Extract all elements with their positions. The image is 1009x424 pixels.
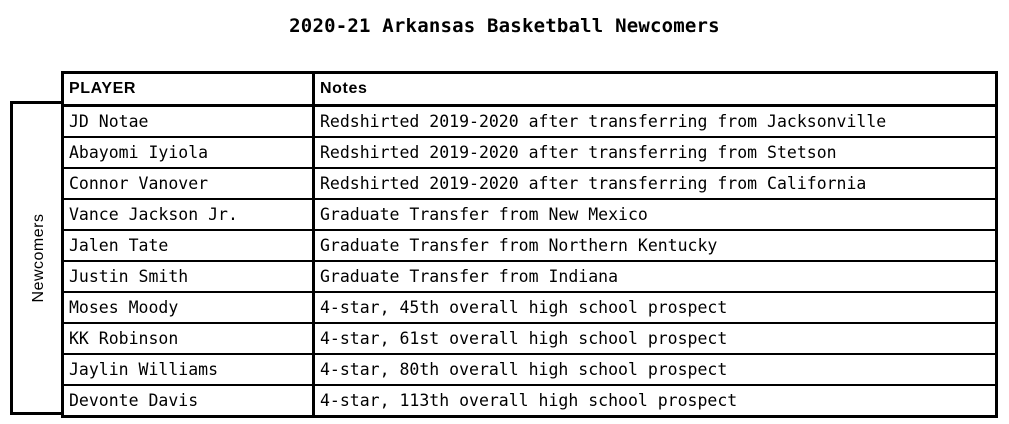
player-cell: Justin Smith — [64, 262, 315, 291]
notes-cell: Graduate Transfer from New Mexico — [320, 205, 648, 224]
notes-cell: 4-star, 61st overall high school prospec… — [320, 329, 728, 348]
notes-cell: 4-star, 45th overall high school prospec… — [320, 298, 728, 317]
player-cell: Vance Jackson Jr. — [64, 200, 315, 229]
notes-cell: Redshirted 2019-2020 after transferring … — [320, 143, 837, 162]
player-cell: Devonte Davis — [64, 386, 315, 415]
notes-cell: Redshirted 2019-2020 after transferring … — [320, 112, 887, 131]
player-cell: Jaylin Williams — [64, 355, 315, 384]
table-row: Devonte Davis 4-star, 113th overall high… — [64, 384, 995, 415]
table-row: Abayomi Iyiola Redshirted 2019-2020 afte… — [64, 136, 995, 167]
notes-cell: Graduate Transfer from Indiana — [320, 267, 619, 286]
notes-cell: 4-star, 113th overall high school prospe… — [320, 391, 738, 410]
column-header-player: PLAYER — [64, 74, 315, 104]
notes-cell: Redshirted 2019-2020 after transferring … — [320, 174, 867, 193]
row-group-label: Newcomers — [29, 213, 47, 303]
table-row: Vance Jackson Jr. Graduate Transfer from… — [64, 198, 995, 229]
player-cell: Jalen Tate — [64, 231, 315, 260]
row-group-newcomers: Newcomers — [10, 101, 64, 415]
table-row: Jaylin Williams 4-star, 80th overall hig… — [64, 353, 995, 384]
player-cell: JD Notae — [64, 107, 315, 136]
table-row: Moses Moody 4-star, 45th overall high sc… — [64, 291, 995, 322]
player-cell: Moses Moody — [64, 293, 315, 322]
table-row: Justin Smith Graduate Transfer from Indi… — [64, 260, 995, 291]
table-row: JD Notae Redshirted 2019-2020 after tran… — [64, 105, 995, 136]
page-title: 2020-21 Arkansas Basketball Newcomers — [289, 15, 720, 37]
notes-cell: Graduate Transfer from Northern Kentucky — [320, 236, 718, 255]
column-header-notes: Notes — [320, 80, 368, 97]
table-row: KK Robinson 4-star, 61st overall high sc… — [64, 322, 995, 353]
table-header-row: PLAYER Notes — [64, 74, 995, 105]
newcomers-table: PLAYER Notes JD Notae Redshirted 2019-20… — [61, 71, 998, 418]
player-cell: Connor Vanover — [64, 169, 315, 198]
notes-cell: 4-star, 80th overall high school prospec… — [320, 360, 728, 379]
player-cell: Abayomi Iyiola — [64, 138, 315, 167]
table-row: Jalen Tate Graduate Transfer from Northe… — [64, 229, 995, 260]
table-row: Connor Vanover Redshirted 2019-2020 afte… — [64, 167, 995, 198]
player-cell: KK Robinson — [64, 324, 315, 353]
